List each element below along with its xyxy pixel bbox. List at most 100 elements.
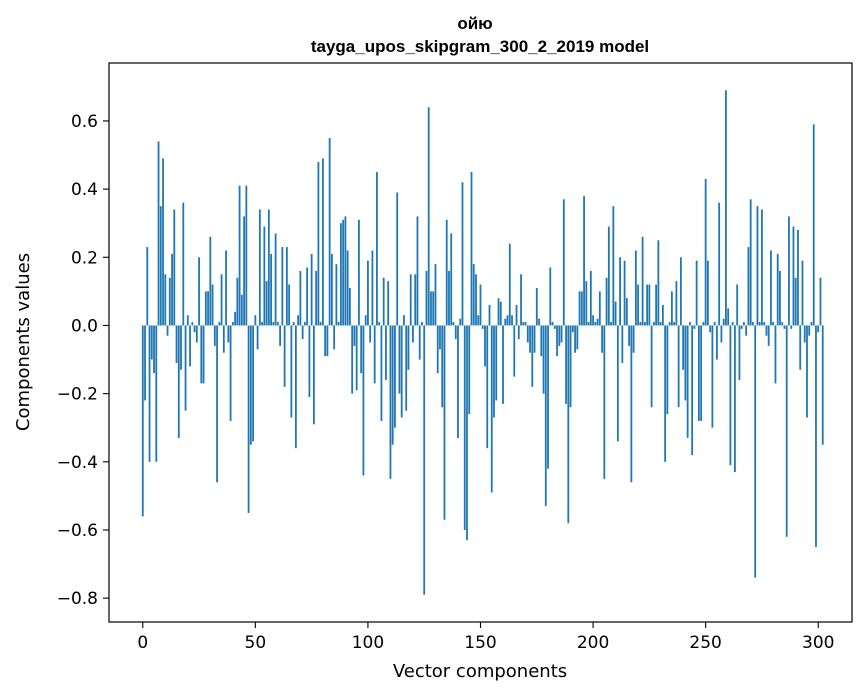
bar-10 xyxy=(164,274,167,326)
bar-224 xyxy=(646,284,649,326)
y-tick-label: −0.8 xyxy=(57,589,98,609)
bar-83 xyxy=(328,137,331,326)
bar-145 xyxy=(468,325,471,415)
bars-group xyxy=(141,90,824,595)
bar-282 xyxy=(776,253,779,326)
bar-280 xyxy=(772,322,775,326)
bar-232 xyxy=(664,325,667,462)
bar-177 xyxy=(540,325,543,357)
bar-218 xyxy=(632,325,635,353)
bar-261 xyxy=(729,325,732,466)
bar-215 xyxy=(625,298,628,326)
bar-132 xyxy=(439,325,441,350)
bar-252 xyxy=(709,325,712,333)
bar-93 xyxy=(351,325,354,394)
bar-181 xyxy=(549,267,552,326)
bar-23 xyxy=(193,325,196,333)
bar-170 xyxy=(524,322,527,326)
bar-117 xyxy=(405,325,408,411)
bar-50 xyxy=(254,315,257,326)
bar-107 xyxy=(382,277,385,326)
bar-60 xyxy=(276,322,279,326)
bar-95 xyxy=(355,325,358,391)
bar-28 xyxy=(204,291,207,326)
bar-17 xyxy=(180,325,182,370)
bar-299 xyxy=(815,325,817,548)
bar-1 xyxy=(144,325,146,401)
y-tick-label: −0.6 xyxy=(57,521,98,541)
x-axis-label: Vector components xyxy=(393,661,567,682)
bar-3 xyxy=(148,325,151,462)
bar-24 xyxy=(195,325,198,343)
bar-188 xyxy=(565,325,567,404)
bar-6 xyxy=(155,325,158,462)
bar-15 xyxy=(175,325,178,363)
bar-84 xyxy=(330,253,333,326)
bar-153 xyxy=(486,325,489,449)
bar-63 xyxy=(283,325,286,387)
bar-205 xyxy=(603,325,606,479)
bar-212 xyxy=(619,257,621,326)
chart-subtitle: tayga_upos_skipgram_300_2_2019 model xyxy=(311,37,649,56)
bar-256 xyxy=(718,202,721,326)
x-tick-label: 0 xyxy=(137,633,148,653)
bar-198 xyxy=(587,322,590,326)
bar-20 xyxy=(186,315,189,326)
bar-72 xyxy=(303,322,306,326)
bar-61 xyxy=(279,325,282,346)
bar-202 xyxy=(596,318,599,326)
bar-73 xyxy=(306,267,309,326)
bar-114 xyxy=(398,325,401,394)
bar-5 xyxy=(153,325,155,374)
plot-frame xyxy=(108,62,853,623)
bar-273 xyxy=(756,206,759,326)
bar-247 xyxy=(697,325,700,421)
bar-12 xyxy=(168,277,171,326)
bar-229 xyxy=(657,240,660,326)
bar-187 xyxy=(562,199,565,326)
bar-157 xyxy=(495,325,498,401)
bar-22 xyxy=(191,322,194,326)
bar-131 xyxy=(436,325,439,374)
bar-40 xyxy=(231,322,234,326)
bar-127 xyxy=(427,107,430,326)
bar-38 xyxy=(227,325,230,343)
bar-43 xyxy=(238,185,241,326)
bar-290 xyxy=(794,277,797,326)
bar-112 xyxy=(394,325,396,428)
bar-172 xyxy=(529,325,531,353)
x-axis-ticks: 0 50 100 150 200 250 300 xyxy=(137,622,834,653)
bar-19 xyxy=(184,325,187,411)
bar-29 xyxy=(207,291,209,326)
bar-174 xyxy=(533,325,536,353)
bar-169 xyxy=(522,322,525,326)
bar-208 xyxy=(610,322,612,326)
bar-201 xyxy=(594,322,597,326)
bar-197 xyxy=(585,281,588,326)
bar-285 xyxy=(783,325,786,329)
bar-249 xyxy=(702,322,705,326)
bar-102 xyxy=(371,250,374,326)
bar-171 xyxy=(526,325,529,343)
bar-164 xyxy=(511,315,513,326)
bar-274 xyxy=(758,322,761,326)
bar-255 xyxy=(716,325,718,360)
bar-270 xyxy=(749,199,752,326)
bar-178 xyxy=(542,325,545,394)
bar-279 xyxy=(770,250,772,326)
bar-0 xyxy=(141,325,144,517)
y-tick-label: 0.0 xyxy=(71,316,98,336)
bar-211 xyxy=(616,325,619,442)
bar-30 xyxy=(209,236,212,326)
bar-295 xyxy=(806,325,808,418)
bar-53 xyxy=(261,322,264,326)
bar-13 xyxy=(171,253,173,326)
bar-21 xyxy=(189,325,191,367)
bar-51 xyxy=(256,325,259,350)
y-axis-ticks: −0.8 −0.6 −0.4 −0.2 0.0 0.2 0.4 0.6 xyxy=(57,112,109,609)
bar-139 xyxy=(454,325,457,340)
y-tick-label: −0.2 xyxy=(57,385,98,405)
bar-293 xyxy=(801,260,804,326)
bar-231 xyxy=(661,305,664,326)
bar-37 xyxy=(225,250,227,326)
